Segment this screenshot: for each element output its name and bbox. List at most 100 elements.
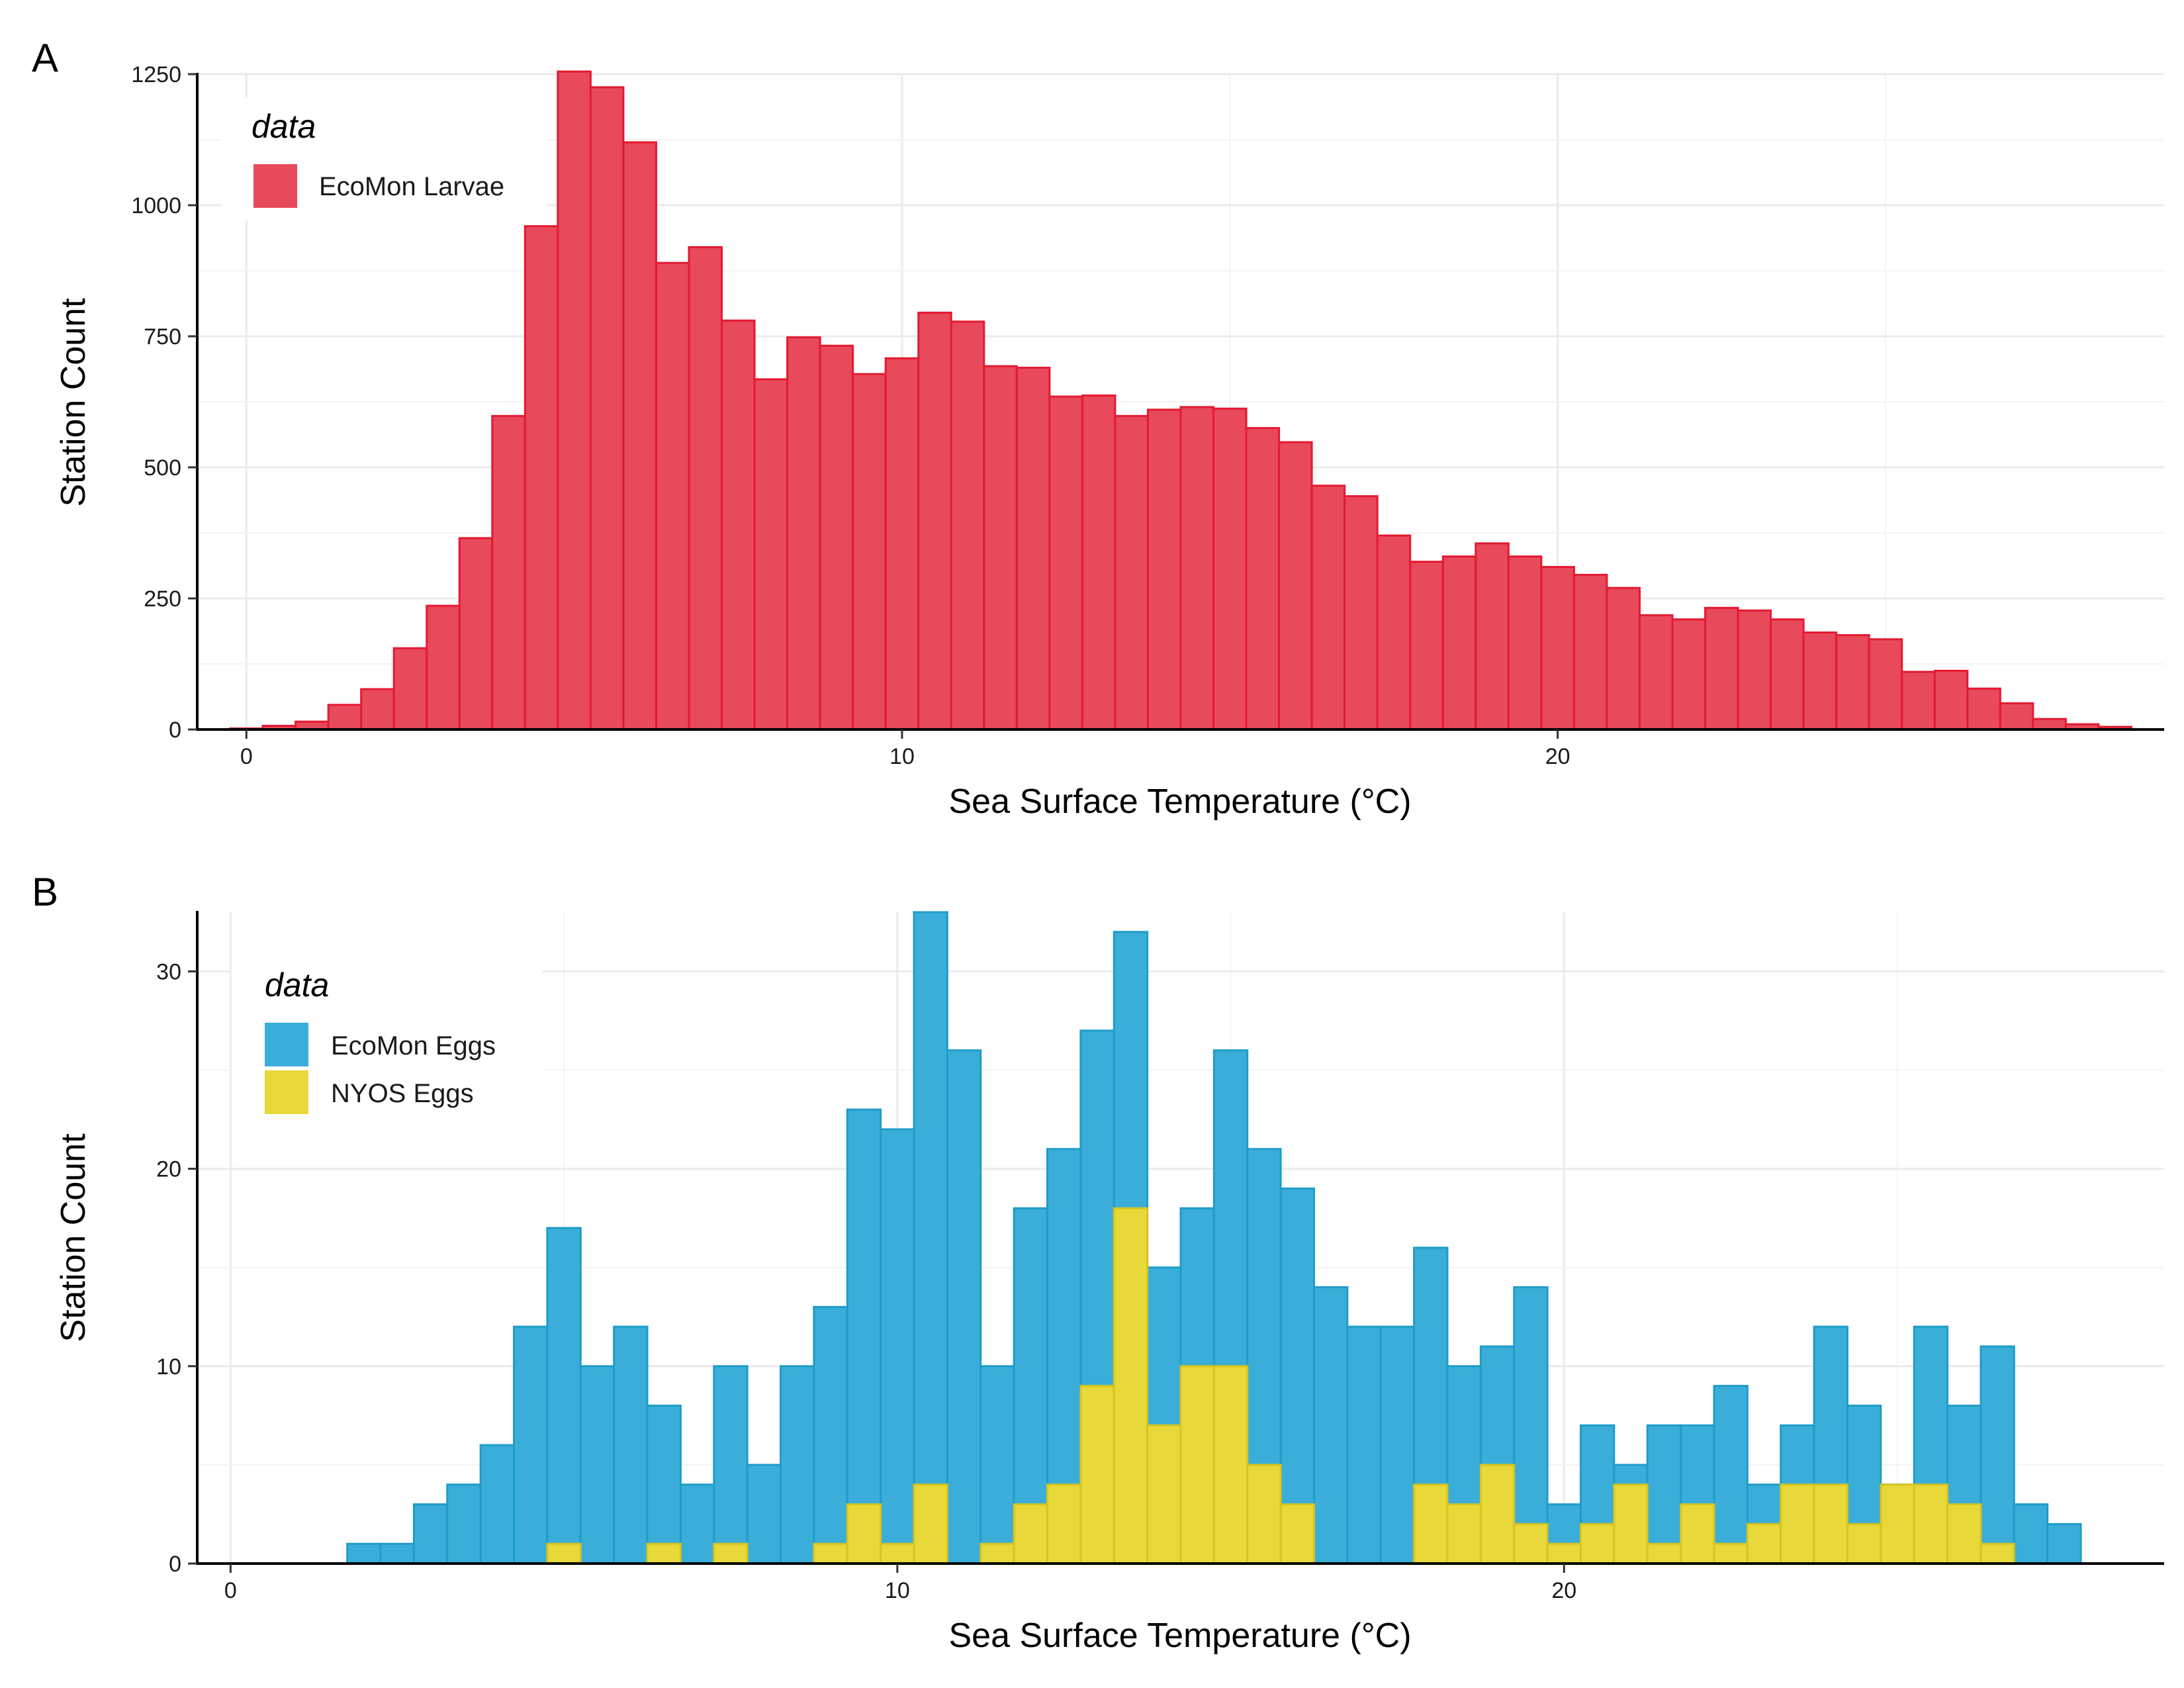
bar-ecomon-eggs — [346, 1542, 382, 1565]
bar-nyos-eggs — [1146, 1424, 1182, 1565]
bar-ecomon-eggs — [2046, 1523, 2082, 1565]
bar-nyos-eggs — [1279, 1503, 1315, 1565]
bar-ecomon-eggs — [479, 1444, 516, 1565]
bar-nyos-eggs — [1546, 1542, 1582, 1565]
bar-ecomon-larvae — [1114, 414, 1149, 731]
bar-nyos-eggs — [1913, 1483, 1949, 1565]
panel-a: A 0 10 20 0 250 500 750 1000 1250 Sea Surface T… — [32, 36, 2164, 821]
bar-ecomon-larvae — [1933, 669, 1969, 731]
bar-ecomon-eggs — [1312, 1286, 1349, 1565]
y-tick-label: 10 — [156, 1354, 181, 1380]
bar-ecomon-eggs — [1346, 1325, 1382, 1565]
bar-nyos-eggs — [1013, 1503, 1049, 1565]
panel-b-letter: B — [32, 870, 58, 914]
bar-nyos-eggs — [1579, 1523, 1615, 1565]
bar-nyos-eggs — [1613, 1483, 1649, 1565]
bar-ecomon-larvae — [1212, 407, 1248, 731]
bar-ecomon-larvae — [1999, 702, 2034, 731]
panel-b-y-axis-title: Station Count — [54, 1133, 93, 1342]
bar-ecomon-larvae — [1671, 618, 1707, 731]
bar-ecomon-larvae — [1868, 638, 1903, 731]
bar-ecomon-larvae — [1081, 394, 1116, 731]
bar-ecomon-larvae — [655, 261, 690, 731]
bar-ecomon-eggs — [412, 1503, 449, 1565]
bar-nyos-eggs — [1946, 1503, 1982, 1565]
y-tick-label: 1250 — [131, 62, 181, 87]
y-tick-label: 250 — [144, 586, 181, 612]
bar-nyos-eggs — [1479, 1464, 1516, 1565]
bar-ecomon-eggs — [679, 1483, 715, 1565]
bar-ecomon-larvae — [491, 414, 526, 731]
bar-ecomon-larvae — [688, 246, 723, 731]
bar-ecomon-eggs — [379, 1542, 415, 1565]
bar-ecomon-eggs — [813, 1305, 848, 1565]
bar-nyos-eggs — [880, 1542, 915, 1565]
bar-ecomon-larvae — [557, 70, 592, 731]
panel-a-legend-label-ecomon-larvae: EcoMon Larvae — [319, 172, 504, 201]
y-tick-label: 0 — [169, 718, 181, 743]
bar-ecomon-larvae — [721, 319, 756, 731]
bar-ecomon-larvae — [852, 373, 887, 731]
bar-nyos-eggs — [1713, 1542, 1749, 1565]
panel-a-letter: A — [32, 36, 58, 80]
bar-nyos-eggs — [1179, 1365, 1215, 1565]
bar-ecomon-larvae — [1376, 534, 1412, 731]
bar-ecomon-larvae — [392, 647, 428, 731]
y-tick-label: 1000 — [131, 193, 181, 218]
x-tick-label: 10 — [889, 744, 915, 769]
x-tick-label: 0 — [224, 1578, 237, 1603]
bar-nyos-eggs — [1513, 1523, 1549, 1565]
bar-nyos-eggs — [1446, 1503, 1482, 1565]
bar-ecomon-larvae — [1278, 441, 1313, 731]
bar-ecomon-larvae — [1015, 367, 1051, 731]
bar-ecomon-eggs — [979, 1365, 1015, 1565]
bar-nyos-eggs — [1413, 1483, 1449, 1565]
bar-nyos-eggs — [1780, 1483, 1815, 1565]
bar-nyos-eggs — [1113, 1207, 1149, 1565]
bar-ecomon-eggs — [1513, 1286, 1549, 1565]
bar-ecomon-eggs — [2013, 1503, 2049, 1565]
panel-b-bars — [346, 911, 2082, 1565]
panel-a-axes — [196, 73, 2164, 731]
y-tick-label: 0 — [169, 1552, 181, 1577]
bar-nyos-eggs — [546, 1542, 582, 1565]
bar-ecomon-larvae — [2032, 718, 2067, 731]
bar-nyos-eggs — [646, 1542, 682, 1565]
bar-ecomon-larvae — [1770, 618, 1805, 731]
panel-a-legend-swatch-ecomon-larvae — [253, 164, 297, 208]
panel-b-legend-label-ecomon-eggs: EcoMon Eggs — [331, 1031, 496, 1060]
bar-ecomon-larvae — [622, 141, 657, 731]
bar-nyos-eggs — [1813, 1483, 1848, 1565]
bar-nyos-eggs — [1880, 1483, 1915, 1565]
bar-nyos-eggs — [1246, 1464, 1282, 1565]
bar-ecomon-larvae — [1179, 406, 1215, 731]
bar-ecomon-eggs — [1979, 1345, 2015, 1565]
bar-ecomon-larvae — [1606, 586, 1641, 731]
y-tick-label: 30 — [156, 959, 181, 984]
bar-ecomon-larvae — [1802, 631, 1838, 731]
bar-ecomon-larvae — [983, 365, 1018, 731]
bar-ecomon-larvae — [1475, 542, 1510, 731]
panel-a-x-ticks: 0 10 20 — [240, 729, 1570, 769]
bar-ecomon-larvae — [1704, 606, 1739, 731]
bar-ecomon-eggs — [946, 1049, 982, 1565]
bar-nyos-eggs — [1079, 1385, 1115, 1565]
bar-nyos-eggs — [1846, 1523, 1882, 1565]
bar-ecomon-eggs — [613, 1325, 649, 1565]
panel-b-legend-label-nyos-eggs: NYOS Eggs — [331, 1079, 474, 1108]
panel-b-legend: data EcoMon Eggs NYOS Eggs — [232, 953, 543, 1127]
bar-ecomon-larvae — [523, 225, 559, 731]
panel-b-x-axis-title: Sea Surface Temperature (°C) — [948, 1617, 1411, 1655]
bar-ecomon-eggs — [913, 911, 948, 1565]
bar-ecomon-larvae — [589, 86, 625, 731]
bar-ecomon-eggs — [880, 1128, 915, 1565]
bar-nyos-eggs — [846, 1503, 882, 1565]
y-tick-label: 20 — [156, 1157, 181, 1182]
bar-ecomon-larvae — [786, 336, 821, 731]
bar-ecomon-larvae — [1409, 561, 1444, 731]
bar-ecomon-eggs — [1713, 1385, 1749, 1565]
panel-b-legend-swatch-nyos-eggs — [265, 1070, 308, 1114]
panel-b-legend-swatch-ecomon-eggs — [265, 1023, 308, 1066]
bar-ecomon-larvae — [1048, 395, 1083, 731]
x-tick-label: 20 — [1545, 744, 1570, 769]
